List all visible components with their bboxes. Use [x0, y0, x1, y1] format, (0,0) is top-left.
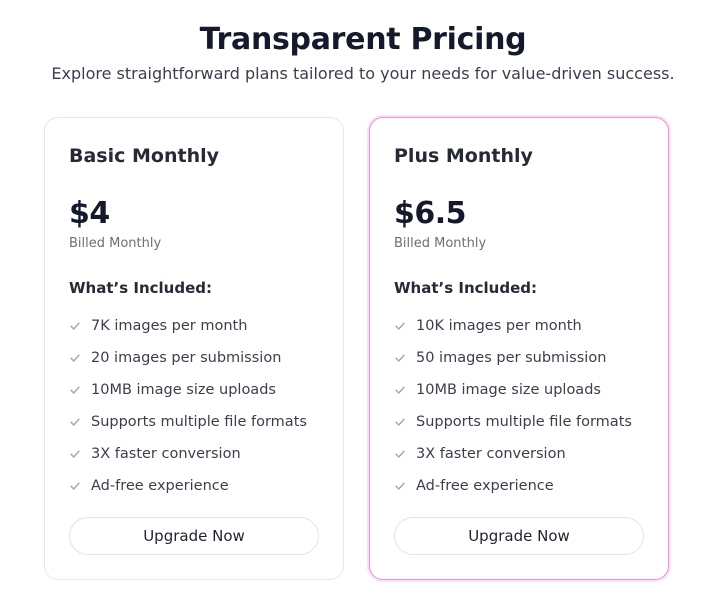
feature-item: Ad-free experience [394, 470, 644, 502]
feature-text: 10MB image size uploads [91, 382, 276, 398]
check-icon [69, 448, 81, 460]
feature-item: Supports multiple file formats [69, 406, 319, 438]
feature-item: 7K images per month [69, 310, 319, 342]
check-icon [69, 384, 81, 396]
page-title: Transparent Pricing [199, 22, 527, 57]
check-icon [394, 384, 406, 396]
check-icon [69, 320, 81, 332]
feature-item: 3X faster conversion [394, 438, 644, 470]
check-icon [394, 352, 406, 364]
check-icon [394, 448, 406, 460]
check-icon [394, 416, 406, 428]
feature-item: 50 images per submission [394, 342, 644, 374]
feature-item: 10MB image size uploads [69, 374, 319, 406]
upgrade-now-button-basic[interactable]: Upgrade Now [69, 517, 319, 555]
feature-item: 10MB image size uploads [394, 374, 644, 406]
feature-item: Ad-free experience [69, 470, 319, 502]
feature-text: 7K images per month [91, 318, 248, 334]
feature-list: 10K images per month 50 images per submi… [394, 310, 644, 502]
pricing-header: Transparent Pricing Explore straightforw… [0, 0, 726, 84]
check-icon [394, 480, 406, 492]
feature-item: 10K images per month [394, 310, 644, 342]
feature-text: 3X faster conversion [91, 446, 241, 462]
check-icon [69, 416, 81, 428]
page-subtitle: Explore straightforward plans tailored t… [51, 64, 675, 83]
feature-item: 20 images per submission [69, 342, 319, 374]
pricing-cards: Basic Monthly $4 Billed Monthly What’s I… [44, 117, 669, 580]
feature-list: 7K images per month 20 images per submis… [69, 310, 319, 502]
plan-name: Plus Monthly [394, 145, 533, 167]
check-icon [69, 480, 81, 492]
feature-item: Supports multiple file formats [394, 406, 644, 438]
plan-name: Basic Monthly [69, 145, 219, 167]
feature-text: Ad-free experience [91, 478, 229, 494]
plan-price: $4 [69, 196, 110, 231]
feature-text: Ad-free experience [416, 478, 554, 494]
included-heading: What’s Included: [394, 279, 537, 297]
plan-billing: Billed Monthly [69, 236, 162, 251]
feature-text: 10K images per month [416, 318, 582, 334]
check-icon [69, 352, 81, 364]
feature-text: 3X faster conversion [416, 446, 566, 462]
feature-text: 20 images per submission [91, 350, 282, 366]
feature-text: Supports multiple file formats [416, 414, 632, 430]
feature-text: Supports multiple file formats [91, 414, 307, 430]
upgrade-now-button-plus[interactable]: Upgrade Now [394, 517, 644, 555]
included-heading: What’s Included: [69, 279, 212, 297]
plan-card-plus-monthly: Plus Monthly $6.5 Billed Monthly What’s … [369, 117, 669, 580]
feature-text: 10MB image size uploads [416, 382, 601, 398]
plan-card-basic-monthly: Basic Monthly $4 Billed Monthly What’s I… [44, 117, 344, 580]
plan-billing: Billed Monthly [394, 236, 487, 251]
feature-item: 3X faster conversion [69, 438, 319, 470]
feature-text: 50 images per submission [416, 350, 607, 366]
plan-price: $6.5 [394, 196, 467, 231]
check-icon [394, 320, 406, 332]
